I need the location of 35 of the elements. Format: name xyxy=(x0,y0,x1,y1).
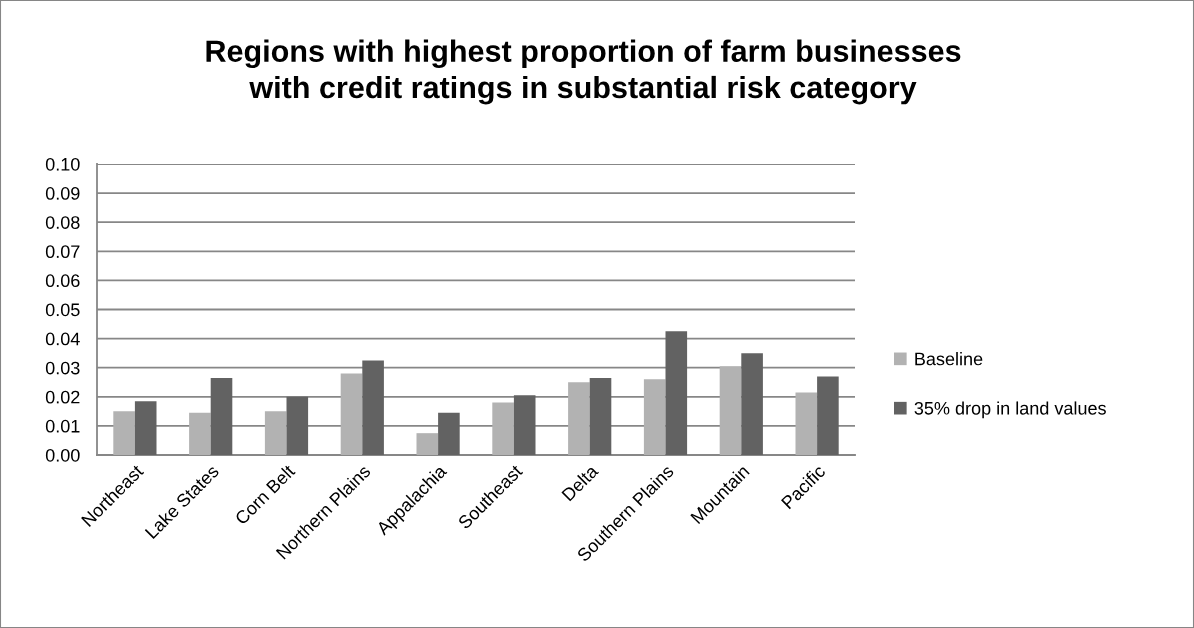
bar xyxy=(264,411,287,455)
bar xyxy=(416,433,439,455)
legend-label: 35% drop in land values xyxy=(914,401,1106,419)
bar xyxy=(286,396,309,455)
bar xyxy=(795,392,818,455)
bar xyxy=(643,379,666,455)
y-tick-label: 0.10 xyxy=(45,157,80,171)
bar xyxy=(189,412,211,455)
y-tick-label: 0.04 xyxy=(45,332,80,346)
y-tick-label: 0.05 xyxy=(45,303,80,317)
bar xyxy=(568,382,590,455)
y-tick-label: 0.03 xyxy=(45,361,80,375)
bar xyxy=(741,353,763,455)
bar xyxy=(340,373,363,455)
bar xyxy=(589,377,612,455)
y-tick-label: 0.07 xyxy=(45,245,80,259)
bar xyxy=(362,360,384,455)
bar xyxy=(817,376,839,455)
x-tick-label: Corn Belt xyxy=(233,463,296,526)
y-tick-label: 0.09 xyxy=(45,187,80,200)
y-tick-label: 0.01 xyxy=(45,419,80,433)
chart-title: Regions with highest proportion of farm businesses with credit ratings in substantial risk category xyxy=(206,39,961,105)
bar xyxy=(113,411,135,455)
legend-label: Baseline xyxy=(915,352,983,366)
y-tick-label: 0.08 xyxy=(45,216,80,229)
y-tick-label: 0.02 xyxy=(45,390,80,404)
bar xyxy=(719,366,742,455)
bar xyxy=(134,401,157,455)
bar xyxy=(665,331,688,455)
bar xyxy=(210,377,233,455)
bar xyxy=(513,395,536,455)
bar xyxy=(492,402,514,455)
bar xyxy=(438,412,460,455)
y-tick-label: 0.00 xyxy=(45,448,80,462)
y-tick-label: 0.06 xyxy=(45,274,80,288)
